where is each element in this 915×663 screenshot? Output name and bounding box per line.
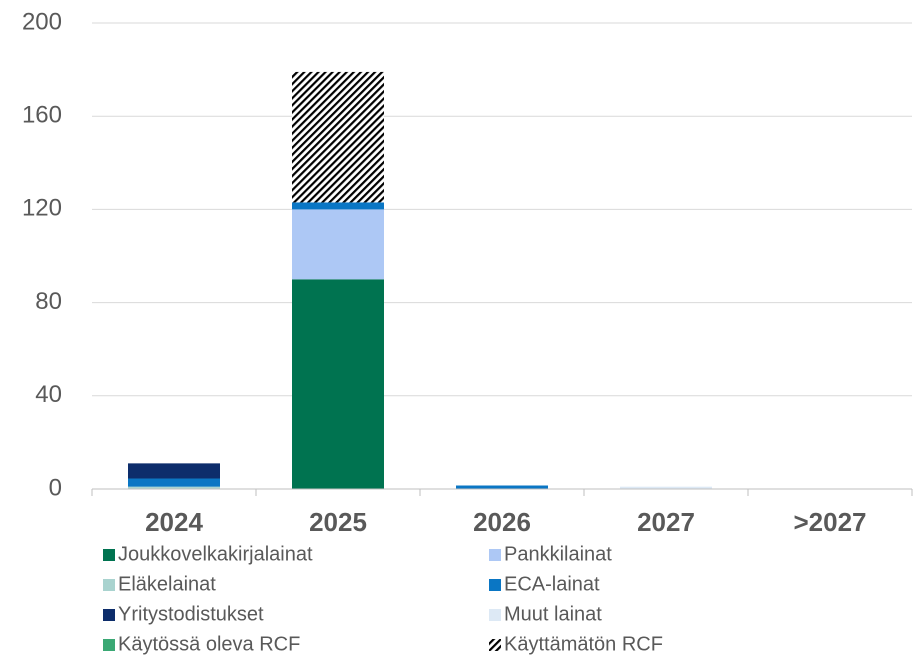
bar-segment — [128, 478, 220, 487]
y-tick-label: 120 — [22, 195, 62, 222]
bar-segment — [456, 485, 548, 489]
legend-swatch — [103, 549, 115, 561]
legend-label: Muut lainat — [504, 603, 602, 625]
x-tick-label: 2025 — [309, 507, 367, 537]
legend-label: Pankkilainat — [504, 543, 612, 565]
legend-swatch — [489, 579, 501, 591]
legend-label: ECA-lainat — [504, 573, 600, 595]
legend-swatch — [103, 639, 115, 651]
bar-segment — [292, 209, 384, 280]
legend-swatch — [103, 609, 115, 621]
x-tick-label: 2027 — [637, 507, 695, 537]
y-tick-label: 200 — [22, 8, 62, 35]
bar-segment — [128, 463, 220, 479]
legend-swatch — [489, 609, 501, 621]
y-tick-label: 40 — [35, 381, 62, 408]
legend-label: Yritystodistukset — [118, 603, 264, 625]
legend-swatch — [489, 639, 501, 651]
legend-swatch — [103, 579, 115, 591]
y-tick-label: 0 — [49, 474, 62, 501]
bar-segment — [292, 279, 384, 489]
bar-segment — [292, 71, 384, 203]
legend-label: Käyttämätön RCF — [504, 633, 663, 655]
bar-segment — [292, 202, 384, 210]
legend-swatch — [489, 549, 501, 561]
bar-segment — [620, 486, 712, 489]
x-tick-label: 2026 — [473, 507, 531, 537]
bar-segment — [128, 486, 220, 489]
y-tick-label: 80 — [35, 288, 62, 315]
x-tick-label: 2024 — [145, 507, 203, 537]
legend-label: Käytössä oleva RCF — [118, 633, 300, 655]
legend-label: Eläkelainat — [118, 573, 216, 595]
y-tick-label: 160 — [22, 102, 62, 129]
legend-label: Joukkovelkakirjalainat — [118, 543, 313, 565]
x-tick-label: >2027 — [793, 507, 866, 537]
